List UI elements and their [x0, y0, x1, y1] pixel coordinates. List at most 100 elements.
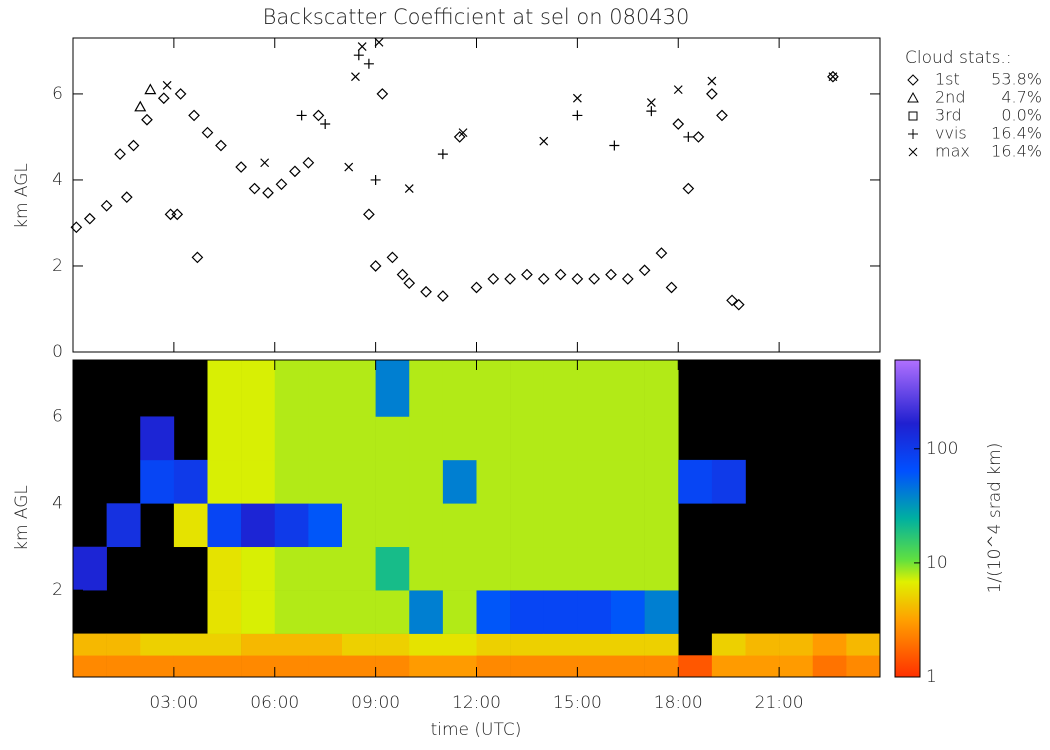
data-point [351, 72, 360, 82]
heatmap-cell [274, 503, 309, 548]
data-point [162, 80, 172, 90]
heatmap-cell [308, 360, 343, 417]
heatmap-cell [140, 459, 175, 504]
heatmap-cell [846, 633, 881, 656]
data-point [470, 281, 483, 294]
heatmap-cell [510, 416, 545, 461]
heatmap-cell [543, 360, 578, 417]
data-point [171, 208, 184, 221]
heatmap-cell [543, 590, 578, 634]
heatmap-cell [442, 633, 477, 656]
heatmap-cell [577, 503, 612, 548]
heatmap-cell [510, 503, 545, 548]
heatmap-cell [510, 590, 545, 634]
data-point [191, 251, 204, 264]
heatmap-cell [442, 590, 477, 634]
data-point [215, 139, 227, 152]
heatmap-cell [342, 459, 376, 504]
heatmap-cell [711, 633, 746, 656]
data-point [673, 85, 683, 95]
data-point [363, 58, 374, 69]
data-point [707, 76, 717, 86]
data-point [572, 93, 582, 103]
data-point [621, 273, 634, 285]
legend-label: 2nd [935, 88, 965, 107]
legend-marker [908, 111, 918, 121]
data-point [353, 50, 364, 61]
heatmap-cell [644, 590, 679, 634]
heatmap-cell [442, 459, 477, 504]
data-point [539, 136, 549, 146]
plot-frame [72, 37, 881, 353]
heatmap-cell [308, 546, 343, 591]
data-point [692, 131, 705, 143]
y-tick-label: 4 [52, 493, 63, 513]
heatmap-cell [342, 546, 376, 591]
heatmap-cell [644, 546, 679, 591]
heatmap-cell [207, 655, 242, 678]
heatmap-cell [241, 503, 276, 548]
data-point [235, 161, 247, 173]
data-point [302, 156, 315, 169]
data-point [404, 184, 414, 193]
x-tick-label: 06:00 [250, 693, 299, 713]
heatmap-cell [241, 655, 276, 678]
data-point [665, 281, 678, 294]
colorbar-tick-label: 10 [926, 553, 948, 573]
heatmap-cell [779, 655, 814, 678]
data-point [638, 264, 651, 277]
heatmap-cell [73, 633, 107, 656]
data-point [275, 178, 288, 191]
legend-label: 1st [935, 70, 960, 89]
heatmap-cell [711, 655, 746, 678]
heatmap-cell [577, 590, 612, 634]
heatmap-cell [106, 633, 141, 656]
data-point [683, 131, 694, 142]
x-tick-label: 15:00 [553, 693, 602, 713]
heatmap-cell [611, 546, 645, 591]
data-point [828, 72, 838, 82]
heatmap-cell [543, 633, 578, 656]
data-point [646, 98, 656, 107]
heatmap-cell [274, 459, 309, 504]
heatmap-cell [644, 655, 679, 678]
heatmap-cell [173, 503, 208, 548]
heatmap-cell [611, 503, 645, 548]
legend-marker [908, 129, 918, 139]
data-point [487, 273, 500, 285]
heatmap-cell [577, 655, 612, 678]
y-axis-label: km AGL [12, 485, 32, 551]
heatmap-cell [308, 459, 343, 504]
heatmap-cell [409, 546, 444, 591]
data-point [521, 268, 533, 281]
heatmap-cell [577, 416, 612, 461]
heatmap-cell [274, 360, 309, 417]
data-point [174, 88, 187, 100]
legend-value: 16.4% [991, 142, 1042, 161]
heatmap-cell [409, 655, 444, 678]
data-point [127, 139, 140, 152]
heatmap-cell [442, 546, 477, 591]
data-point [164, 208, 177, 221]
heatmap-cell [510, 360, 545, 417]
data-point [672, 118, 685, 130]
heatmap-cell [241, 590, 276, 634]
x-axis-label: time (UTC) [431, 720, 522, 740]
x-tick-label: 03:00 [149, 693, 198, 713]
heatmap-cell [476, 416, 511, 461]
data-point [144, 83, 157, 95]
heatmap-cell [207, 360, 242, 417]
data-point [732, 298, 745, 311]
heatmap-cell [476, 503, 511, 548]
data-point [376, 88, 389, 100]
heatmap-cell [711, 459, 746, 504]
colorbar-label: 1/(10^4 srad km) [985, 443, 1005, 594]
heatmap-cell [73, 655, 107, 678]
heatmap-cell [173, 655, 208, 678]
data-point [726, 294, 738, 307]
heatmap-cell [375, 633, 410, 656]
legend-title: Cloud stats.: [905, 48, 1012, 68]
heatmap-cell [476, 360, 511, 417]
x-tick-label: 09:00 [351, 693, 400, 713]
